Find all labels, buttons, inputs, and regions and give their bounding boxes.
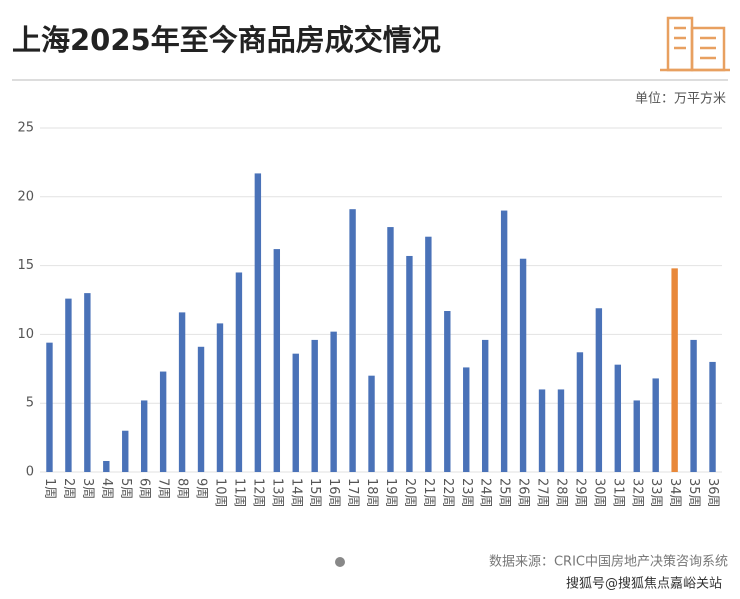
bar [500,210,508,472]
bar [311,339,318,472]
x-tick-label: 18周 [364,478,379,508]
x-tick-label: 36周 [705,478,720,508]
x-tick-label: 33周 [648,478,663,508]
bar [538,389,546,472]
bar [387,227,394,472]
x-tick-label: 19周 [383,478,398,508]
bar [140,400,148,472]
x-tick-label: 14周 [288,478,303,508]
bar [425,236,432,472]
x-tick-label: 24周 [478,478,493,508]
bar [216,323,224,472]
chart-title: 上海2025年至今商品房成交情况 [12,23,441,57]
y-tick-label: 10 [17,327,34,342]
y-tick-label: 25 [17,121,34,136]
x-tick-label: 3周 [80,478,95,499]
bar [671,268,678,472]
unit-label: 单位：万平方米 [635,91,726,107]
bar [84,293,91,472]
x-tick-label: 29周 [572,478,587,508]
x-tick-label: 27周 [535,478,550,508]
bar [633,400,640,472]
x-tick-label: 12周 [250,478,265,508]
x-tick-label: 15周 [307,478,322,508]
bar [652,378,659,472]
x-tick-label: 21周 [421,478,436,508]
watermark: 搜狐号@搜狐焦点嘉峪关站 [566,577,722,592]
bar [349,209,356,472]
x-tick-label: 25周 [497,478,512,508]
bar [197,346,205,472]
x-tick-label: 20周 [402,478,417,508]
bar [273,249,281,472]
x-tick-label: 16周 [326,478,341,508]
bar [595,308,603,472]
y-tick-label: 15 [17,258,34,273]
x-tick-label: 2周 [61,478,76,499]
x-tick-label: 9周 [194,478,209,499]
bar [46,342,53,472]
x-tick-label: 23周 [459,478,474,508]
x-tick-label: 10周 [212,478,227,508]
bar [368,375,375,472]
x-tick-label: 28周 [553,478,568,508]
x-tick-label: 11周 [231,478,246,508]
bar [122,430,129,472]
y-tick-label: 20 [17,189,34,204]
y-tick-label: 0 [26,465,34,480]
bar [519,258,527,472]
bar [406,255,413,472]
bar [709,361,716,472]
bar [235,272,243,472]
bar [254,173,262,472]
bar [65,298,72,472]
x-tick-label: 31周 [610,478,625,508]
x-tick-label: 22周 [440,478,455,508]
bar [330,331,337,472]
x-tick-label: 17周 [345,478,360,508]
bar [103,460,110,472]
x-tick-label: 6周 [137,478,152,499]
building-icon [660,16,730,72]
bar [481,339,489,472]
y-tick-label: 5 [26,396,34,411]
bar [557,389,565,472]
source-dot [335,557,345,567]
bar [614,364,622,472]
bar [292,353,299,472]
bar [690,339,697,472]
x-tick-label: 30周 [591,478,606,508]
x-tick-label: 35周 [686,478,701,508]
bar [178,312,186,472]
x-tick-label: 4周 [99,478,114,499]
x-tick-label: 1周 [42,478,57,499]
x-tick-label: 5周 [118,478,133,499]
bar [576,352,584,472]
x-tick-label: 34周 [667,478,682,508]
bar [444,311,451,472]
x-tick-label: 32周 [629,478,644,508]
bar [463,367,470,472]
x-tick-label: 26周 [516,478,531,508]
source-note: 数据来源：CRIC中国房地产决策咨询系统 [489,554,728,570]
x-tick-label: 13周 [269,478,284,508]
bar [159,371,167,472]
x-tick-label: 8周 [175,478,190,499]
x-tick-label: 7周 [156,478,171,499]
